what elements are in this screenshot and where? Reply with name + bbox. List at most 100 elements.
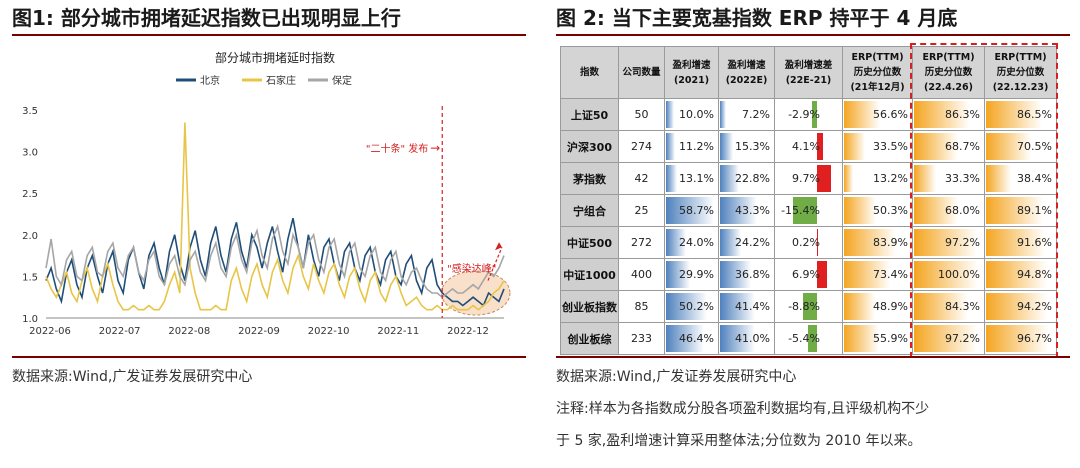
cell-value: 13.2% — [873, 172, 908, 185]
legend-label: 保定 — [332, 74, 352, 87]
cell-value: 100.0% — [938, 268, 980, 281]
data-bar — [914, 325, 977, 352]
data-bar — [844, 325, 880, 352]
cell-value: 10.0% — [679, 108, 714, 121]
data-bar — [986, 101, 1042, 128]
table-row: 创业板综 233 46.4% 41.0% -5.4% 55.9% 97.2% 96.7% — [560, 322, 1057, 355]
erp-percentile-cell: 55.9% — [842, 322, 913, 355]
data-bar — [844, 133, 866, 160]
cell-value: 42 — [634, 172, 649, 185]
y-tick-label: 1.5 — [22, 272, 38, 283]
data-bar — [844, 197, 876, 224]
column-header: 公司数量 — [618, 46, 665, 99]
cell-value: 24.0% — [679, 236, 714, 249]
growth-cell: 22.8% — [718, 162, 775, 195]
cell-value: 11.2% — [679, 140, 714, 153]
table-row: 中证500 272 24.0% 24.2% 0.2% 83.9% 97.2% 91.6% — [560, 226, 1057, 259]
erp-percentile-cell: 84.3% — [912, 290, 985, 323]
growth-diff-cell: 9.7% — [774, 162, 843, 195]
cell-value: 13.1% — [679, 172, 714, 185]
policy-arrow: → — [430, 141, 440, 155]
legend-label: 石家庄 — [266, 74, 296, 87]
data-bar — [844, 229, 897, 256]
peak-ellipse — [440, 270, 511, 316]
data-bar — [720, 261, 752, 288]
growth-cell: 58.7% — [664, 194, 719, 227]
row-index-name: 中证500 — [560, 226, 619, 259]
cell-value: -2.9% — [788, 108, 820, 121]
erp-percentile-cell: 73.4% — [842, 258, 913, 291]
erp-percentile-cell: 94.2% — [984, 290, 1057, 323]
table-header-row: 指数 公司数量 盈利增速 (2021) 盈利增速 (2022E) 盈利增速差 (22E-… — [560, 46, 1057, 99]
data-bar — [666, 293, 707, 320]
cell-value: 48.9% — [873, 300, 908, 313]
cell-value: 0.2% — [792, 236, 820, 249]
data-bar — [914, 293, 969, 320]
growth-cell: 50.2% — [664, 290, 719, 323]
data-bar — [803, 293, 817, 320]
growth-cell: 43.3% — [718, 194, 775, 227]
data-bar — [720, 325, 755, 352]
erp-percentile-cell: 86.3% — [912, 98, 985, 131]
cell-value: 15.3% — [735, 140, 770, 153]
column-header: 盈利增速 (2022E) — [718, 46, 775, 99]
data-bar — [986, 229, 1045, 256]
data-bar — [808, 325, 817, 352]
y-tick-label: 2.5 — [22, 189, 38, 200]
column-header: 盈利增速差 (22E-21) — [774, 46, 843, 99]
cell-value: 41.4% — [735, 300, 770, 313]
column-header: ERP(TTM) 历史分位数 (22.12.23) — [984, 46, 1057, 99]
growth-diff-cell: -2.9% — [774, 98, 843, 131]
data-bar — [666, 229, 686, 256]
cell-value: 233 — [631, 332, 652, 345]
row-index-name: 创业板综 — [560, 322, 619, 355]
cell-value: -15.4% — [781, 204, 820, 217]
company-count-cell: 50 — [618, 98, 665, 131]
data-bar — [793, 197, 817, 224]
x-tick-label: 2022-06 — [29, 326, 71, 337]
erp-percentile-cell: 68.7% — [912, 130, 985, 163]
data-bar — [986, 197, 1044, 224]
data-bar — [720, 133, 733, 160]
data-bar — [914, 197, 958, 224]
top-rule-left — [12, 34, 526, 36]
column-header: ERP(TTM) 历史分位数 (21年12月) — [842, 46, 913, 99]
cell-value: 50 — [634, 108, 649, 121]
data-bar — [914, 261, 979, 288]
data-bar — [914, 229, 977, 256]
x-tick-label: 2022-09 — [238, 326, 280, 337]
erp-percentile-cell: 70.5% — [984, 130, 1057, 163]
growth-diff-cell: -15.4% — [774, 194, 843, 227]
peak-arrow-head — [495, 242, 502, 251]
cell-value: 86.3% — [945, 108, 980, 121]
growth-diff-cell: -5.4% — [774, 322, 843, 355]
cell-value: 97.2% — [945, 236, 980, 249]
row-index-name: 中证1000 — [560, 258, 619, 291]
cell-value: 41.0% — [735, 332, 770, 345]
cell-value: 84.3% — [945, 300, 980, 313]
cell-value: 56.6% — [873, 108, 908, 121]
cell-value: 33.3% — [945, 172, 980, 185]
growth-cell: 10.0% — [664, 98, 719, 131]
legend-label: 北京 — [200, 74, 220, 87]
cell-value: 36.8% — [735, 268, 770, 281]
y-tick-label: 2.0 — [22, 231, 38, 242]
cell-value: 50.2% — [679, 300, 714, 313]
growth-cell: 41.4% — [718, 290, 775, 323]
growth-cell: 46.4% — [664, 322, 719, 355]
cell-value: 89.1% — [1017, 204, 1052, 217]
company-count-cell: 42 — [618, 162, 665, 195]
erp-percentile-cell: 91.6% — [984, 226, 1057, 259]
cell-value: 50.3% — [873, 204, 908, 217]
company-count-cell: 233 — [618, 322, 665, 355]
congestion-chart-panel: 部分城市拥堵延时指数 北京 石家庄 保定 1.0 1.5 2.0 2.5 3.0 3.5 2022-… — [12, 40, 526, 352]
row-index-name: 宁组合 — [560, 194, 619, 227]
data-bar — [666, 197, 714, 224]
cell-value: 400 — [631, 268, 652, 281]
company-count-cell: 400 — [618, 258, 665, 291]
table-row: 创业板指数 85 50.2% 41.4% -8.8% 48.9% 84.3% 94.2% — [560, 290, 1057, 323]
data-bar — [816, 261, 827, 288]
x-tick-label: 2022-10 — [308, 326, 350, 337]
cell-value: 38.4% — [1017, 172, 1052, 185]
table-row: 上证50 50 10.0% 7.2% -2.9% 56.6% 86.3% 86.5% — [560, 98, 1057, 131]
